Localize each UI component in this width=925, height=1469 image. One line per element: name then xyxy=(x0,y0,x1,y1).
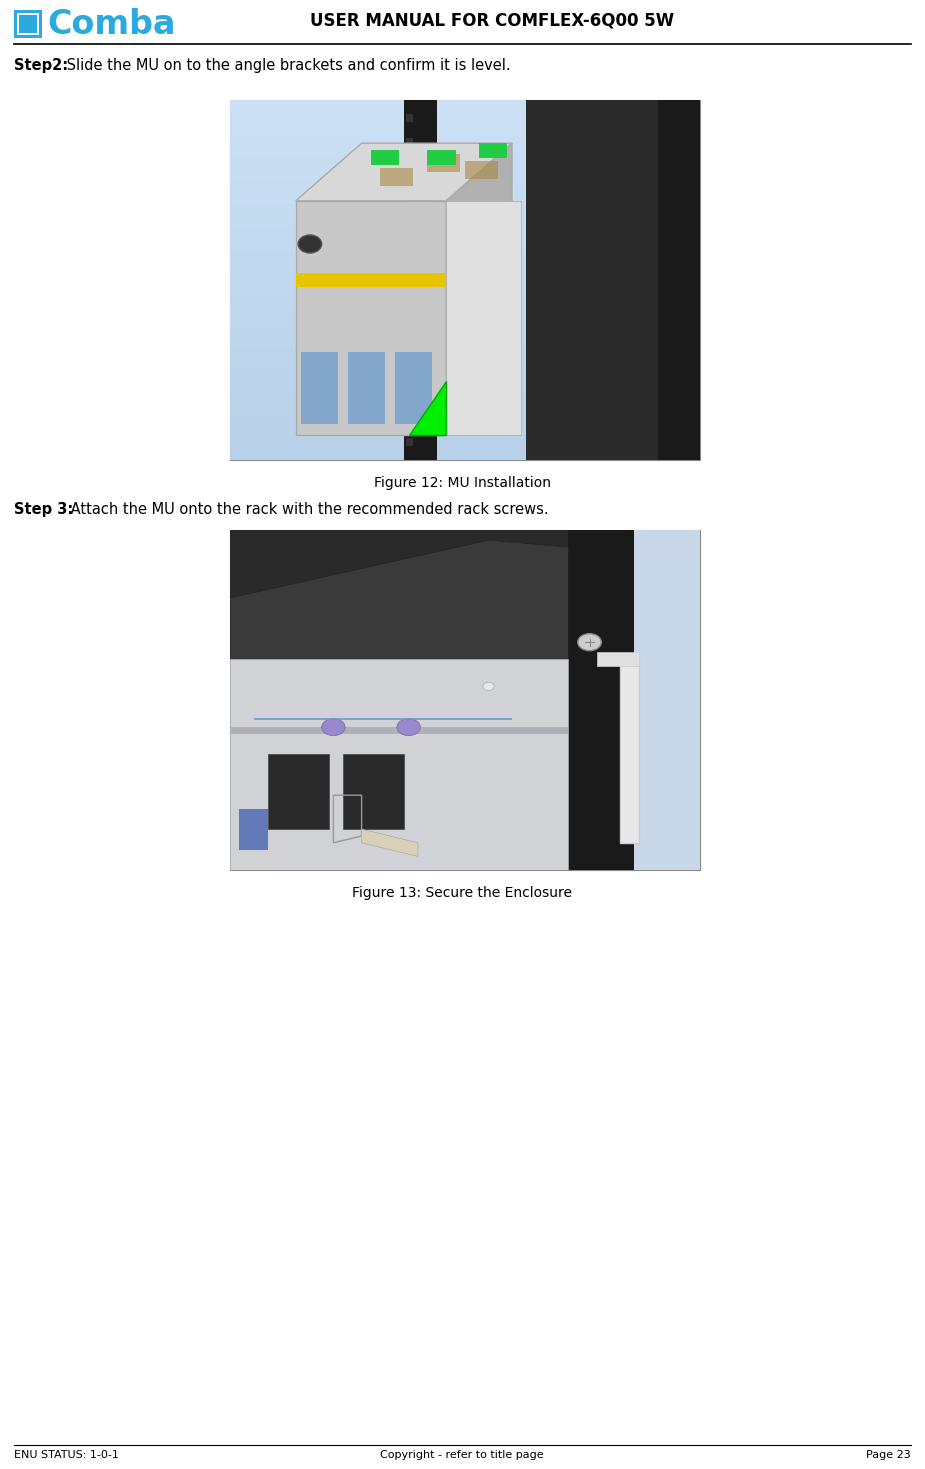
Bar xyxy=(343,755,404,829)
Bar xyxy=(406,323,413,331)
Bar xyxy=(406,253,413,260)
Bar xyxy=(406,184,413,191)
Bar xyxy=(406,207,413,214)
Bar xyxy=(406,276,413,284)
Polygon shape xyxy=(362,829,418,856)
Bar xyxy=(406,160,413,167)
Polygon shape xyxy=(230,660,568,870)
Polygon shape xyxy=(230,541,568,660)
Text: Page 23: Page 23 xyxy=(866,1450,911,1460)
Bar xyxy=(406,392,413,400)
Polygon shape xyxy=(296,201,446,435)
Bar xyxy=(371,150,400,165)
Bar xyxy=(465,162,498,179)
Bar xyxy=(230,530,700,870)
Bar xyxy=(404,100,437,460)
Bar xyxy=(230,100,700,460)
Text: Step2:: Step2: xyxy=(14,57,68,73)
Bar xyxy=(394,353,432,425)
Polygon shape xyxy=(230,727,568,734)
Bar xyxy=(526,100,700,460)
Bar xyxy=(19,15,37,32)
Bar xyxy=(406,345,413,353)
Bar xyxy=(14,10,42,38)
Bar xyxy=(301,353,339,425)
Bar xyxy=(348,353,385,425)
Text: Copyright - refer to title page: Copyright - refer to title page xyxy=(380,1450,544,1460)
Text: Slide the MU on to the angle brackets and confirm it is level.: Slide the MU on to the angle brackets an… xyxy=(62,57,511,73)
Bar xyxy=(406,369,413,376)
Text: Comba: Comba xyxy=(47,7,176,41)
Bar xyxy=(427,154,461,172)
Bar xyxy=(406,231,413,238)
Bar xyxy=(568,530,635,870)
Text: ENU STATUS: 1-0-1: ENU STATUS: 1-0-1 xyxy=(14,1450,119,1460)
Circle shape xyxy=(578,633,601,651)
Circle shape xyxy=(483,682,494,690)
Bar xyxy=(630,530,700,870)
Bar xyxy=(620,655,639,843)
Text: USER MANUAL FOR COMFLEX-6Q00 5W: USER MANUAL FOR COMFLEX-6Q00 5W xyxy=(310,10,674,29)
Polygon shape xyxy=(296,142,512,201)
Bar xyxy=(380,169,413,187)
Text: Figure 12: MU Installation: Figure 12: MU Installation xyxy=(374,476,550,491)
Bar xyxy=(17,13,39,35)
Bar xyxy=(526,100,658,460)
Polygon shape xyxy=(409,380,446,435)
Polygon shape xyxy=(446,142,512,435)
Bar xyxy=(406,416,413,423)
Bar xyxy=(406,438,413,445)
Bar xyxy=(406,300,413,307)
Bar xyxy=(446,201,522,435)
Bar xyxy=(427,150,456,165)
Bar xyxy=(230,530,700,649)
Bar xyxy=(406,115,413,122)
Text: Attach the MU onto the rack with the recommended rack screws.: Attach the MU onto the rack with the rec… xyxy=(66,502,549,517)
Bar xyxy=(296,273,446,288)
Circle shape xyxy=(397,718,420,736)
Bar xyxy=(597,652,639,665)
Text: Step 3:: Step 3: xyxy=(14,502,73,517)
Circle shape xyxy=(322,718,345,736)
Text: Figure 13: Secure the Enclosure: Figure 13: Secure the Enclosure xyxy=(352,886,572,900)
Circle shape xyxy=(298,235,322,253)
Bar xyxy=(240,809,267,849)
Bar xyxy=(406,138,413,145)
Bar xyxy=(253,718,512,720)
Bar xyxy=(267,755,328,829)
Bar xyxy=(479,142,507,157)
